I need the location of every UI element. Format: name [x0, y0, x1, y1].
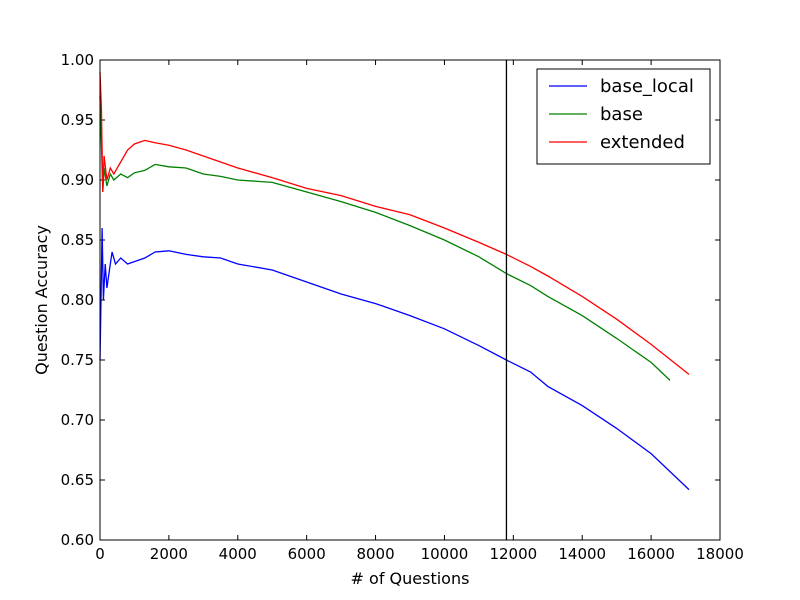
y-tick-label: 0.70 — [61, 411, 94, 429]
legend-label-base: base — [600, 104, 643, 125]
x-tick-label: 4000 — [219, 545, 257, 563]
x-tick-label: 16000 — [627, 545, 675, 563]
x-tick-label: 6000 — [288, 545, 326, 563]
x-tick-label: 10000 — [421, 545, 469, 563]
x-tick-label: 0 — [95, 545, 105, 563]
series-line-extended — [99, 71, 690, 375]
x-axis: 0 2000 4000 6000 8000 10000 12000 14000 16000 180… — [95, 60, 744, 563]
y-tick-label: 0.90 — [61, 171, 94, 189]
legend-label-extended: extended — [600, 132, 685, 153]
x-tick-label: 14000 — [558, 545, 606, 563]
x-tick-label: 12000 — [489, 545, 537, 563]
legend-label-base-local: base_local — [600, 76, 694, 97]
y-tick-label: 0.80 — [61, 291, 94, 309]
y-tick-label: 0.60 — [61, 531, 94, 549]
x-tick-label: 8000 — [356, 545, 394, 563]
legend-box — [536, 68, 711, 165]
y-tick-label: 0.85 — [61, 231, 94, 249]
series-line-base — [99, 95, 671, 381]
series-layer — [99, 71, 690, 491]
y-tick-label: 0.95 — [61, 111, 94, 129]
x-tick-label: 2000 — [150, 545, 188, 563]
y-tick-label: 0.75 — [61, 351, 94, 369]
series-line-base-local — [99, 227, 690, 491]
y-axis-label: Question Accuracy — [32, 225, 51, 375]
x-tick-label: 18000 — [696, 545, 744, 563]
y-axis: 0.60 0.65 0.70 0.75 0.80 0.85 0.90 0.95 1.00 — [61, 51, 720, 549]
x-axis-label: # of Questions — [351, 569, 470, 588]
plot-frame — [99, 59, 721, 541]
y-tick-label: 1.00 — [61, 51, 94, 69]
y-tick-label: 0.65 — [61, 471, 94, 489]
